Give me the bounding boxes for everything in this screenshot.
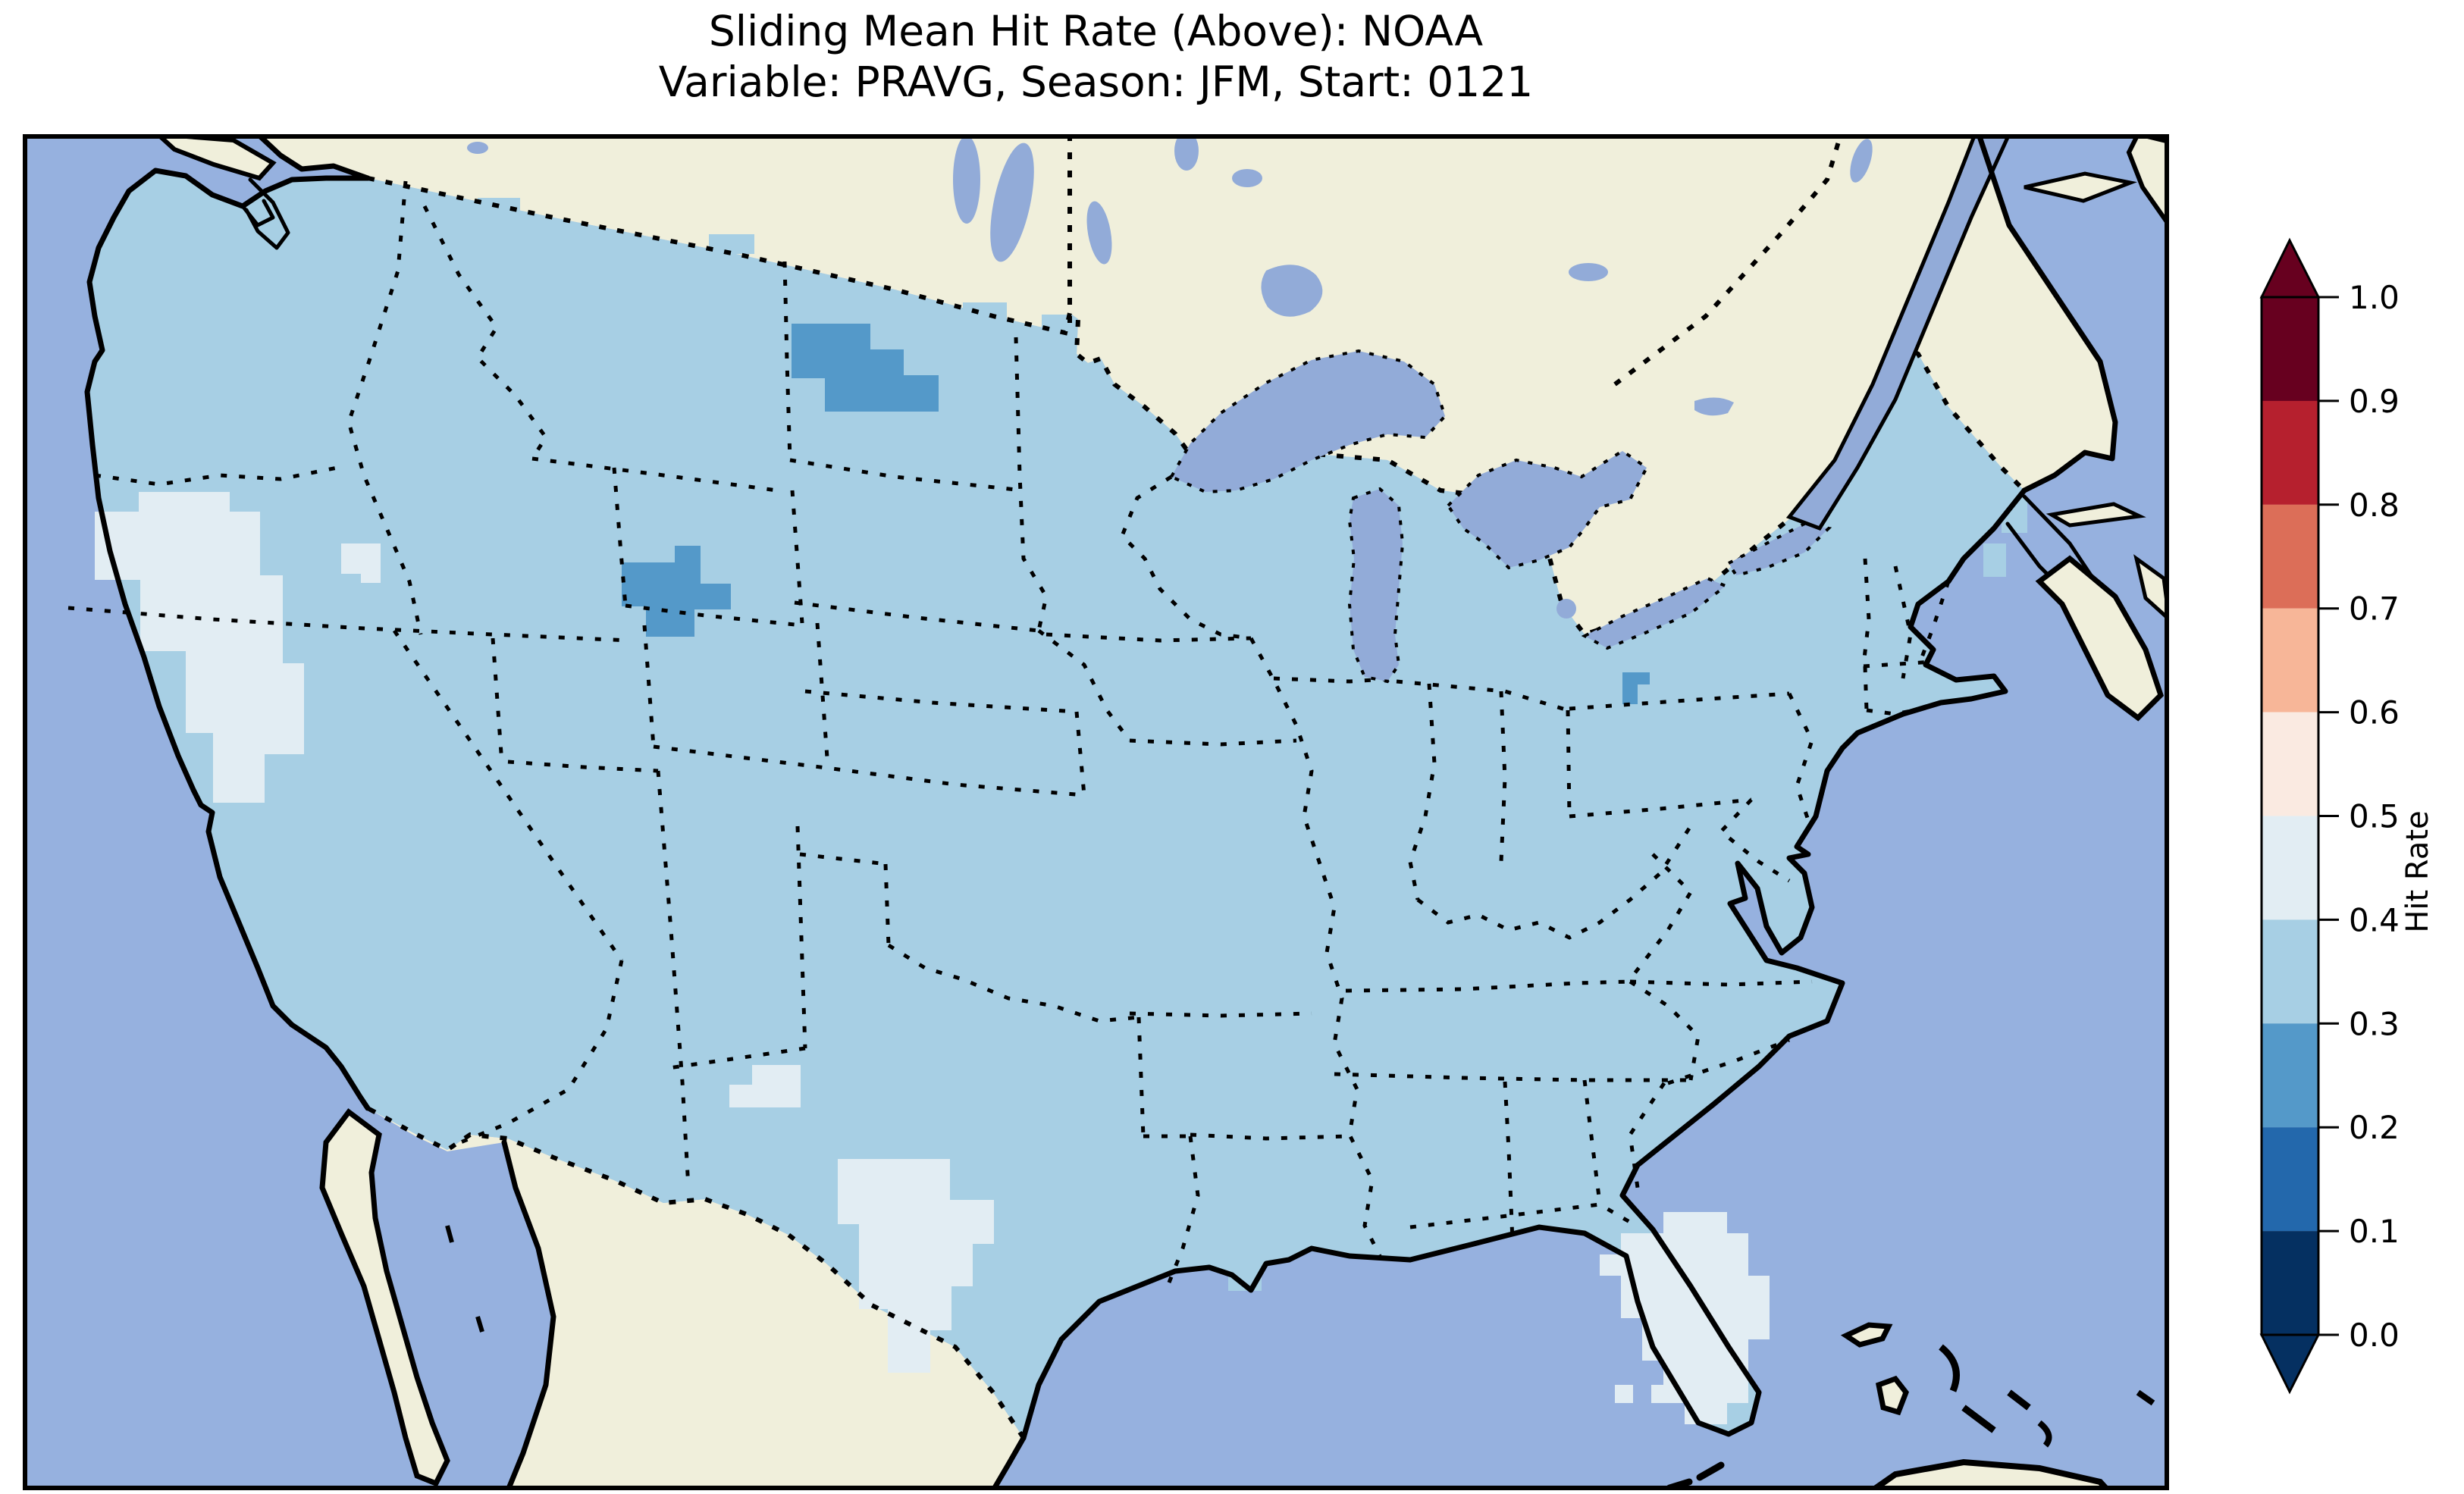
mexico-land xyxy=(368,1108,1024,1490)
patch-wyoming-colorado xyxy=(622,546,731,637)
vancouver-island xyxy=(154,134,277,181)
gulf-islands xyxy=(445,1225,484,1333)
figure-title: Sliding Mean Hit Rate (Above): NOAA Vari… xyxy=(23,6,2169,108)
colorbar: 1.0 0.9 0.8 0.7 0.6 0.5 0.4 0.3 0.2 0.1 … xyxy=(2229,205,2464,1433)
canada-land xyxy=(258,134,2115,634)
great-lakes xyxy=(1169,349,1832,684)
cb-tick-label: 0.0 xyxy=(2349,1317,2400,1354)
patch-west-texas xyxy=(729,1065,801,1107)
cb-seg-4-5 xyxy=(2262,816,2318,920)
cb-tick-label: 0.9 xyxy=(2349,383,2400,420)
maritime-islands xyxy=(2024,134,2169,722)
state-borders xyxy=(67,180,1951,1287)
cb-tick-label: 1.0 xyxy=(2349,279,2400,316)
cb-seg-0-1 xyxy=(2262,1231,2318,1336)
title-line-2: Variable: PRAVG, Season: JFM, Start: 012… xyxy=(658,58,1534,107)
cb-tick-label: 0.4 xyxy=(2349,901,2400,938)
patch-florida-cell-2 xyxy=(1651,1385,1669,1403)
cb-seg-9-10 xyxy=(2262,297,2318,401)
bahamas-cuba xyxy=(1644,1322,2155,1490)
cb-seg-5-6 xyxy=(2262,712,2318,816)
title-line-1: Sliding Mean Hit Rate (Above): NOAA xyxy=(708,7,1484,55)
cape-breton xyxy=(2133,554,2169,622)
coastlines xyxy=(84,134,2118,1490)
baja-california xyxy=(319,1108,450,1487)
cb-tick-label: 0.2 xyxy=(2349,1109,2400,1146)
patch-florida xyxy=(1600,1212,1770,1424)
prince-edward-island xyxy=(2045,502,2146,528)
cb-tick-label: 0.1 xyxy=(2349,1213,2400,1250)
lake-michigan xyxy=(1347,487,1405,684)
canada-small-lakes xyxy=(467,134,1873,416)
colorbar-axis-label: Hit Rate xyxy=(2400,810,2435,932)
lake-ontario xyxy=(1726,521,1832,578)
cb-tick-label: 0.7 xyxy=(2349,590,2400,628)
lake-superior xyxy=(1169,349,1447,494)
hitrate-low-patches xyxy=(622,324,1650,704)
nova-scotia xyxy=(2035,555,2165,722)
conus-map xyxy=(23,134,2169,1490)
cb-seg-6-7 xyxy=(2262,608,2318,713)
cuba-coast xyxy=(1867,1458,2112,1490)
colorbar-segments xyxy=(2262,297,2318,1336)
newfoundland xyxy=(2126,134,2169,230)
patch-west-virginia xyxy=(1622,672,1650,704)
anticosti-island xyxy=(2024,171,2137,203)
lake-erie xyxy=(1581,576,1729,650)
map-frame xyxy=(23,134,2169,1490)
patch-california xyxy=(95,492,304,803)
cb-tick-label: 0.8 xyxy=(2349,487,2400,524)
colorbar-arrow-top xyxy=(2259,237,2321,299)
lake-st-clair xyxy=(1556,599,1576,619)
patch-florida-cell-3 xyxy=(1688,1385,1706,1403)
us-fill xyxy=(87,171,2024,1438)
maine-canada-border xyxy=(1870,335,2027,493)
st-lawrence-river xyxy=(1785,134,2011,531)
international-borders xyxy=(366,134,2027,1439)
cb-seg-7-8 xyxy=(2262,504,2318,609)
colorbar-arrow-bottom xyxy=(2259,1333,2321,1395)
patch-south-texas xyxy=(838,1159,994,1373)
colorbar-ticks: 1.0 0.9 0.8 0.7 0.6 0.5 0.4 0.3 0.2 0.1 … xyxy=(2318,279,2400,1354)
patch-north-dakota xyxy=(792,324,939,412)
cb-seg-8-9 xyxy=(2262,400,2318,505)
hitrate-high-patches xyxy=(95,492,1770,1424)
ontario-quebec-border xyxy=(1613,134,1843,387)
cb-seg-1-2 xyxy=(2262,1127,2318,1232)
colorbar-svg: 1.0 0.9 0.8 0.7 0.6 0.5 0.4 0.3 0.2 0.1 … xyxy=(2259,237,2435,1395)
patch-florida-cell-1 xyxy=(1615,1385,1633,1403)
cb-seg-3-4 xyxy=(2262,919,2318,1024)
grid-cell-stubs xyxy=(478,198,2027,1291)
map-panel xyxy=(23,134,2169,1490)
cb-tick-label: 0.3 xyxy=(2349,1005,2400,1042)
cb-tick-label: 0.5 xyxy=(2349,798,2400,835)
lake-huron xyxy=(1446,449,1649,570)
cb-seg-2-3 xyxy=(2262,1023,2318,1128)
patch-nevada-utah xyxy=(341,543,381,583)
cb-tick-label: 0.6 xyxy=(2349,694,2400,731)
